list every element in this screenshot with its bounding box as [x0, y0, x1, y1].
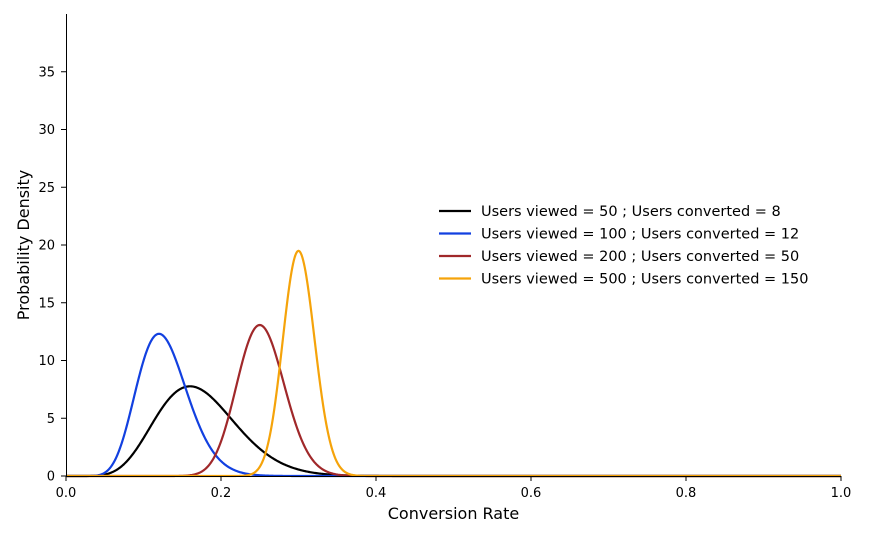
y-tick-label: 25 — [38, 181, 55, 196]
x-tick-label: 0.8 — [676, 486, 697, 501]
legend: Users viewed = 50 ; Users converted = 8 U… — [439, 204, 808, 288]
series-line-2 — [65, 332, 842, 478]
x-axis-label: Conversion Rate — [388, 504, 519, 523]
series-line-3 — [65, 323, 842, 478]
x-tick-label: 0.0 — [56, 486, 77, 501]
y-tick-label: 10 — [38, 354, 55, 369]
legend-label-3: Users viewed = 200 ; Users converted = 5… — [481, 249, 799, 265]
x-tick-label: 0.4 — [366, 486, 387, 501]
x-tick-label: 0.6 — [521, 486, 542, 501]
y-tick-label: 5 — [47, 412, 55, 427]
x-ticks: 0.0 0.2 0.4 0.6 0.8 1.0 — [56, 476, 852, 501]
legend-label-2: Users viewed = 100 ; Users converted = 1… — [481, 227, 799, 243]
y-tick-label: 20 — [38, 239, 55, 254]
legend-label-4: Users viewed = 500 ; Users converted = 1… — [481, 272, 808, 288]
y-tick-label: 0 — [47, 470, 55, 485]
y-ticks: 0 5 10 15 20 25 30 35 — [38, 65, 66, 485]
legend-label-1: Users viewed = 50 ; Users converted = 8 — [481, 204, 781, 220]
x-tick-label: 0.2 — [211, 486, 232, 501]
y-tick-label: 30 — [38, 123, 55, 138]
y-tick-label: 35 — [38, 65, 55, 80]
x-tick-label: 1.0 — [831, 486, 852, 501]
y-tick-label: 15 — [38, 296, 55, 311]
y-axis-label: Probability Density — [14, 170, 33, 321]
series-line-1 — [65, 385, 842, 478]
